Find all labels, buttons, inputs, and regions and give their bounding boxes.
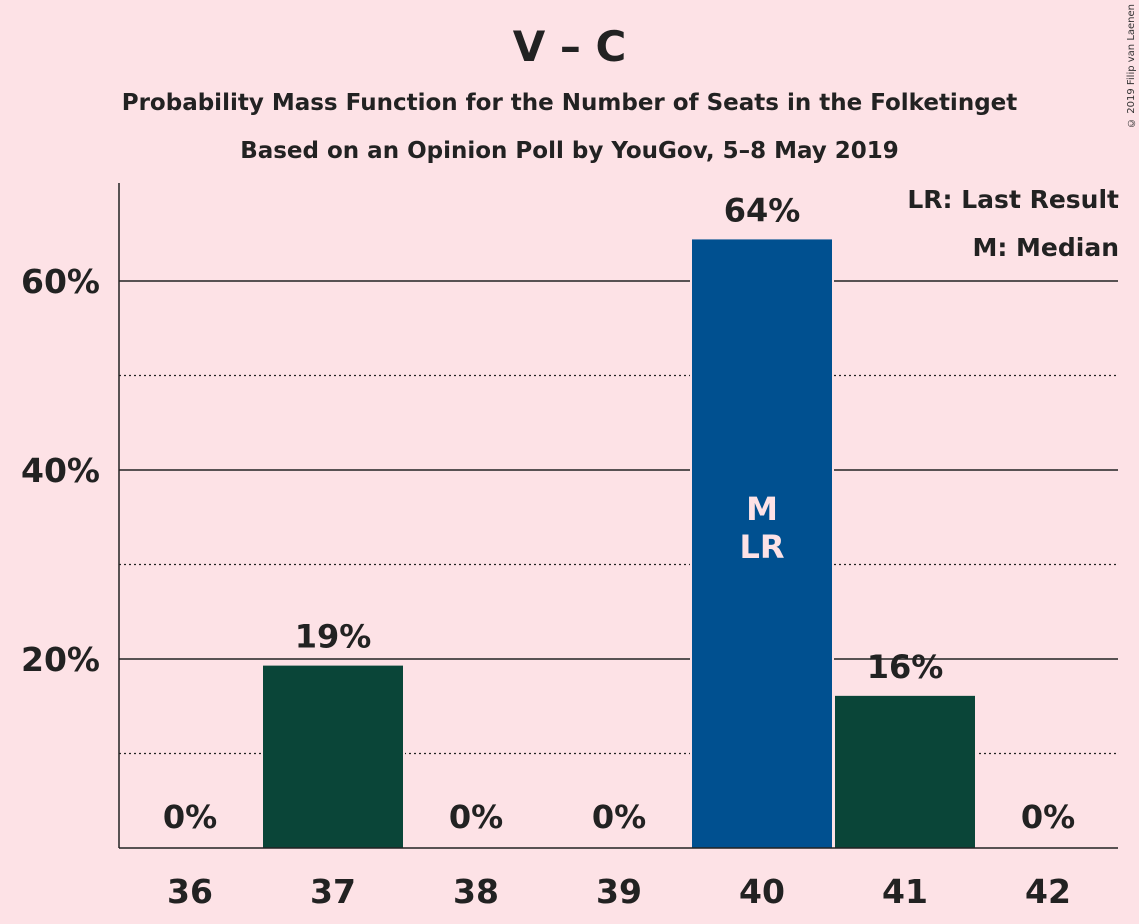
x-tick-label: 37 [310, 872, 356, 911]
legend-last-result: LR: Last Result [907, 185, 1119, 214]
data-label: 16% [867, 648, 944, 686]
x-tick-label: 36 [167, 872, 213, 911]
chart-source: Based on an Opinion Poll by YouGov, 5–8 … [240, 138, 899, 164]
legend-median: M: Median [972, 233, 1119, 262]
data-label: 19% [295, 618, 372, 656]
chart-title: V – C [512, 22, 627, 71]
x-tick-label: 42 [1025, 872, 1071, 911]
data-label: 0% [1021, 798, 1075, 836]
bar-seats-41 [835, 695, 975, 848]
data-label: 0% [163, 798, 217, 836]
bar-seats-40 [692, 239, 832, 849]
x-tick-label: 41 [882, 872, 928, 911]
median-marker: M [746, 490, 778, 528]
last-result-marker: LR [739, 528, 784, 566]
x-tick-label: 39 [596, 872, 642, 911]
y-tick-label: 20% [21, 640, 100, 679]
data-label: 0% [592, 798, 646, 836]
x-tick-label: 38 [453, 872, 499, 911]
data-label: 64% [724, 191, 801, 229]
x-tick-label: 40 [739, 872, 785, 911]
chart-subtitle: Probability Mass Function for the Number… [121, 90, 1018, 116]
data-label: 0% [449, 798, 503, 836]
y-tick-label: 60% [21, 262, 100, 301]
y-tick-label: 40% [21, 451, 100, 490]
bar-seats-37 [263, 665, 403, 848]
